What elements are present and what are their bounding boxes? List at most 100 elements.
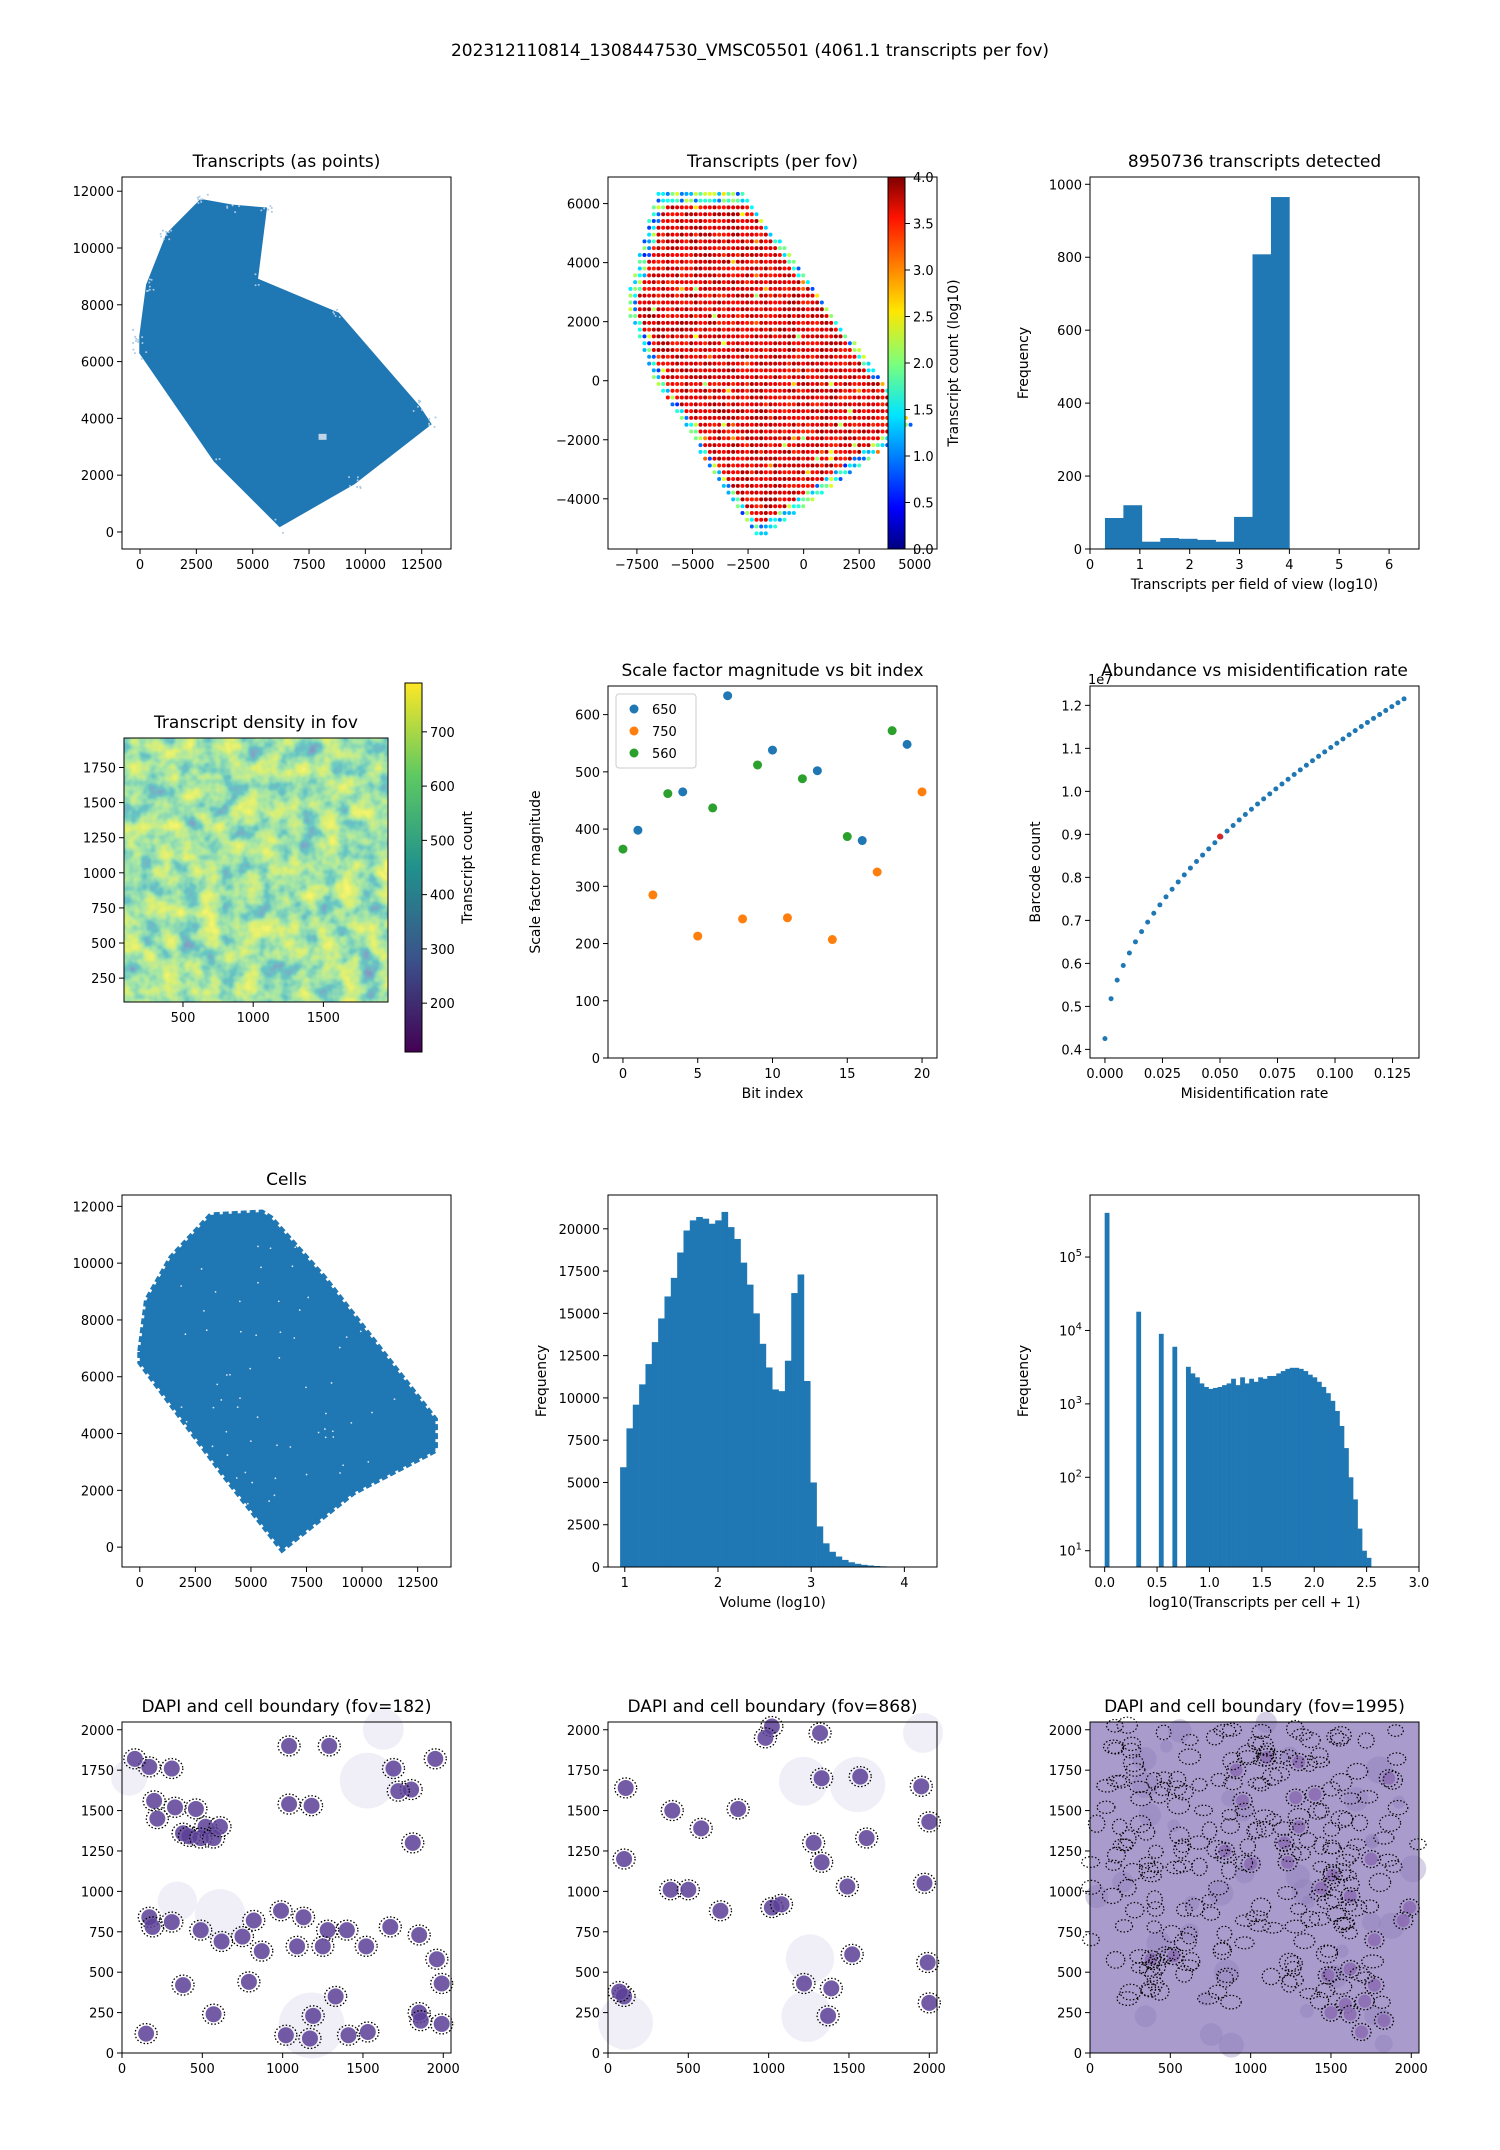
fov-point (740, 463, 745, 468)
cell-boundary (274, 2024, 298, 2046)
fov-point (819, 402, 824, 407)
fov-point (759, 280, 764, 285)
cell-boundary (1173, 1840, 1190, 1859)
y-tick-label: 750 (91, 902, 116, 917)
fov-point (801, 361, 806, 366)
fov-point (712, 232, 717, 237)
nucleus (385, 1760, 402, 1777)
fov-point (763, 225, 768, 230)
fov-point (651, 225, 656, 230)
fov-point (712, 456, 717, 461)
fov-point (745, 409, 750, 414)
fov-point (875, 402, 880, 407)
sparse-point (270, 210, 273, 213)
fov-point (773, 354, 778, 359)
nucleus (295, 1909, 312, 1926)
nucleus (144, 1918, 161, 1935)
y-tick-label: 2000 (81, 469, 114, 484)
fov-point (843, 395, 848, 400)
fov-point (717, 205, 722, 210)
dapi-haze (598, 1994, 653, 2050)
cell-boundary (1173, 1932, 1197, 1952)
cell-boundary (1269, 1766, 1291, 1782)
fov-point (773, 477, 778, 482)
fov-point (754, 266, 759, 271)
fov-point (824, 381, 829, 386)
nucleus (1343, 1889, 1357, 1903)
fov-point (693, 218, 698, 223)
fov-point (689, 293, 694, 298)
histogram-bar (797, 1274, 805, 1567)
cell-boundary (1174, 1838, 1192, 1853)
fov-point (721, 443, 726, 448)
nucleus (1218, 1844, 1232, 1858)
fov-point (796, 415, 801, 420)
fov-point (768, 341, 773, 346)
fov-point (735, 381, 740, 386)
cell-gap (257, 1281, 259, 1284)
nucleus (1367, 1978, 1381, 1992)
fov-point (829, 368, 834, 373)
fov-point (684, 205, 689, 210)
cell-boundary (1277, 1885, 1298, 1901)
fov-point (707, 252, 712, 257)
nucleus (289, 1938, 306, 1955)
fov-point (847, 402, 852, 407)
fov-point (777, 436, 782, 441)
nucleus (693, 1820, 710, 1837)
fov-point (773, 314, 778, 319)
fov-point (665, 334, 670, 339)
nucleus (664, 1802, 681, 1819)
x-tick-label: 5000 (236, 558, 269, 573)
fov-point (717, 334, 722, 339)
cell-boundary (1144, 1966, 1162, 1982)
sparse-point (332, 311, 335, 314)
cell-gap (180, 1406, 183, 1409)
fov-point (787, 259, 792, 264)
fov-point (805, 415, 810, 420)
dapi-haze (111, 1759, 148, 1796)
fov-point (759, 443, 764, 448)
fov-point (833, 470, 838, 475)
fov-point (642, 307, 647, 312)
fov-point (698, 395, 703, 400)
fov-point (777, 280, 782, 285)
fov-point (698, 205, 703, 210)
fov-point (651, 246, 656, 251)
axes-frame (1089, 176, 1420, 550)
density-image (124, 738, 388, 1002)
fov-point (721, 266, 726, 271)
fov-point (637, 320, 642, 325)
curve-point (1126, 950, 1132, 956)
cell-boundary (760, 1715, 784, 1738)
fov-point (763, 239, 768, 244)
fov-point (847, 348, 852, 353)
cell-boundary (808, 1722, 832, 1744)
fov-point (749, 273, 754, 278)
fov-point (721, 314, 726, 319)
fov-point (782, 490, 787, 495)
fov-point (726, 422, 731, 427)
fov-point (749, 341, 754, 346)
fov-point (745, 415, 750, 420)
fov-point (843, 449, 848, 454)
y-tick-label: 1000 (1049, 178, 1082, 193)
cell-boundary (1138, 1862, 1159, 1879)
fov-point (857, 436, 862, 441)
fov-point (773, 320, 778, 325)
fov-point (787, 415, 792, 420)
fov-point (754, 212, 759, 217)
colorbar-tick-label: 400 (430, 889, 455, 904)
fov-point (726, 191, 731, 196)
fov-point (782, 375, 787, 380)
y-tick-label: 0 (592, 1052, 600, 1067)
fov-point (749, 510, 754, 515)
fov-point (661, 388, 666, 393)
fov-point (721, 300, 726, 305)
fov-point (693, 368, 698, 373)
cell-gap (289, 1446, 292, 1448)
fov-point (679, 259, 684, 264)
cell-gap (212, 1406, 215, 1409)
fov-point (838, 429, 843, 434)
fov-point (745, 456, 750, 461)
